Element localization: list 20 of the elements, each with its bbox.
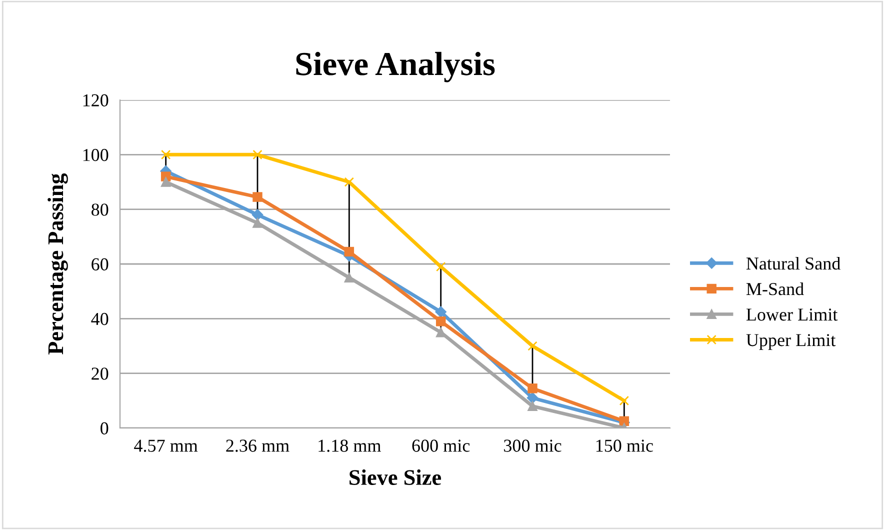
x-tick-label: 4.57 mm [134, 440, 198, 452]
x-axis-title: Sieve Size [350, 469, 442, 486]
chart-title: Sieve Analysis [296, 52, 495, 82]
legend-label: Upper Limit [746, 334, 836, 350]
x-tick-label: 1.18 mm [318, 440, 381, 452]
y-tick-label: 20 [92, 368, 108, 380]
y-tick-label: 120 [83, 94, 108, 106]
y-tick-label: 0 [100, 422, 108, 434]
legend-label: M-Sand [746, 282, 804, 296]
legend-label: Lower Limit [746, 308, 838, 321]
x-tick-label: 300 mic [504, 440, 562, 452]
x-tick-label: 150 mic [596, 440, 653, 452]
y-axis-title: Percentage Passing [48, 173, 68, 354]
x-tick-label: 2.36 mm [226, 440, 290, 452]
legend-label: Natural Sand [746, 256, 840, 270]
y-tick-label: 80 [92, 204, 108, 216]
y-tick-label: 40 [91, 312, 108, 326]
y-tick-label: 60 [92, 258, 108, 270]
y-tick-label: 100 [83, 148, 108, 162]
x-tick-label: 600 mic [412, 440, 470, 452]
